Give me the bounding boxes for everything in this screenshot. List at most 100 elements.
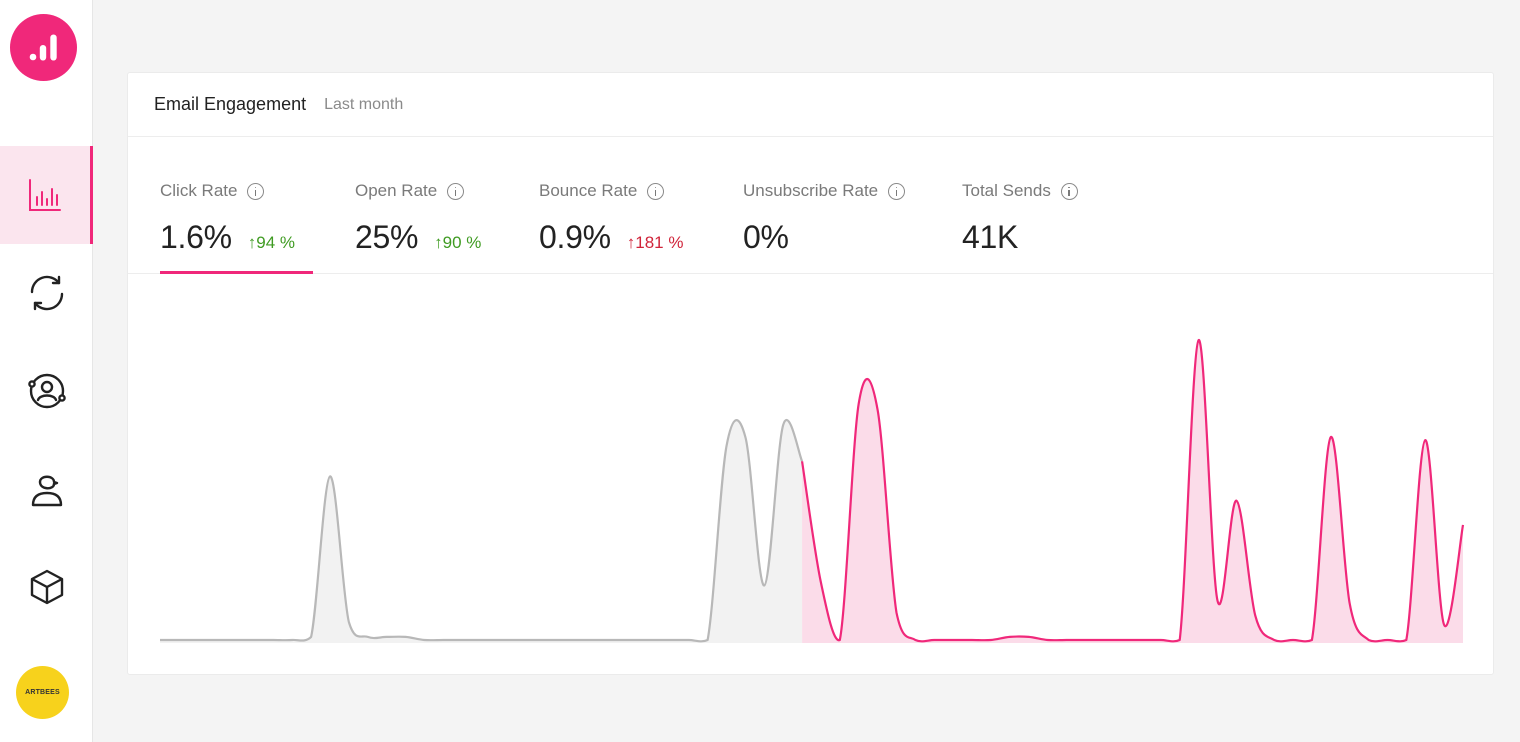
previous-series-point[interactable] xyxy=(685,636,693,644)
sidebar: ARTBEES xyxy=(0,0,93,742)
current-series-point[interactable] xyxy=(1044,636,1052,644)
sidebar-item-audience[interactable] xyxy=(0,342,93,440)
bar-chart-logo-icon xyxy=(29,34,57,61)
previous-series-point[interactable] xyxy=(553,636,561,644)
previous-series-point[interactable] xyxy=(232,636,240,644)
info-icon[interactable] xyxy=(447,182,465,200)
metric-click-rate[interactable]: Click Rate 1.6% ↑94 % xyxy=(160,181,320,274)
current-series-point[interactable] xyxy=(1327,433,1335,441)
current-series-point[interactable] xyxy=(968,636,976,644)
current-series-point[interactable] xyxy=(1232,497,1240,505)
current-series-point[interactable] xyxy=(893,609,901,617)
metric-change: ↑94 % xyxy=(247,233,295,252)
previous-series-point[interactable] xyxy=(439,636,447,644)
sidebar-item-analytics[interactable] xyxy=(0,146,93,244)
previous-series-point[interactable] xyxy=(458,636,466,644)
app-logo[interactable] xyxy=(10,14,77,81)
previous-series-point[interactable] xyxy=(383,633,391,641)
account-avatar[interactable]: ARTBEES xyxy=(16,666,69,719)
current-series-point[interactable] xyxy=(1459,521,1467,529)
current-series-point[interactable] xyxy=(1025,633,1033,641)
previous-series-point[interactable] xyxy=(364,633,372,641)
previous-series-point[interactable] xyxy=(420,636,428,644)
previous-series-point[interactable] xyxy=(250,636,258,644)
previous-series-point[interactable] xyxy=(326,472,334,480)
current-series-point[interactable] xyxy=(1421,436,1429,444)
previous-series-point[interactable] xyxy=(704,636,712,644)
info-icon[interactable] xyxy=(647,182,665,200)
info-icon[interactable] xyxy=(888,182,906,200)
current-series-point[interactable] xyxy=(1402,636,1410,644)
info-icon[interactable] xyxy=(1060,182,1078,200)
current-series-point[interactable] xyxy=(1308,636,1316,644)
current-series-point[interactable] xyxy=(874,406,882,414)
current-series-point[interactable] xyxy=(930,636,938,644)
previous-series-point[interactable] xyxy=(647,636,655,644)
metric-value: 25% xyxy=(355,219,419,255)
sidebar-item-sync[interactable] xyxy=(0,244,93,342)
previous-series-point[interactable] xyxy=(534,636,542,644)
info-icon[interactable] xyxy=(247,182,265,200)
previous-series-point[interactable] xyxy=(307,633,315,641)
metric-bounce-rate[interactable]: Bounce Rate 0.9% ↑181 % xyxy=(539,181,719,274)
current-series-point[interactable] xyxy=(1251,612,1259,620)
current-series-point[interactable] xyxy=(1195,336,1203,344)
current-series-point[interactable] xyxy=(1346,600,1354,608)
current-series-area xyxy=(802,339,1463,643)
current-series-point[interactable] xyxy=(1119,636,1127,644)
previous-series-point[interactable] xyxy=(345,618,353,626)
metric-total-sends[interactable]: Total Sends 41K xyxy=(962,181,1112,274)
previous-series-point[interactable] xyxy=(402,633,410,641)
previous-series-point[interactable] xyxy=(571,636,579,644)
previous-series-point[interactable] xyxy=(779,421,787,429)
previous-series-point[interactable] xyxy=(288,636,296,644)
previous-series-point[interactable] xyxy=(609,636,617,644)
previous-series-point[interactable] xyxy=(515,636,523,644)
previous-series-point[interactable] xyxy=(628,636,636,644)
previous-series-point[interactable] xyxy=(175,636,183,644)
current-series-point[interactable] xyxy=(1006,633,1014,641)
avatar-label: ARTBEES xyxy=(25,689,60,696)
current-series-point[interactable] xyxy=(1081,636,1089,644)
sidebar-item-products[interactable] xyxy=(0,538,93,636)
audience-icon xyxy=(27,373,66,409)
engagement-chart xyxy=(128,275,1495,675)
metric-value: 41K xyxy=(962,219,1019,255)
current-series-point[interactable] xyxy=(1214,597,1222,605)
metric-open-rate[interactable]: Open Rate 25% ↑90 % xyxy=(355,181,515,274)
previous-series-point[interactable] xyxy=(156,636,164,644)
current-series-point[interactable] xyxy=(1138,636,1146,644)
sidebar-item-user[interactable] xyxy=(0,440,93,538)
sync-icon xyxy=(30,275,63,311)
current-series-point[interactable] xyxy=(987,636,995,644)
current-series-point[interactable] xyxy=(1289,636,1297,644)
current-series-point[interactable] xyxy=(1176,636,1184,644)
previous-series-point[interactable] xyxy=(496,636,504,644)
current-series-point[interactable] xyxy=(949,636,957,644)
current-series-point[interactable] xyxy=(1157,636,1165,644)
current-series-point[interactable] xyxy=(836,636,844,644)
current-series-point[interactable] xyxy=(855,400,863,408)
current-series-point[interactable] xyxy=(1270,636,1278,644)
previous-series-area xyxy=(160,419,803,643)
metric-label: Unsubscribe Rate xyxy=(743,181,879,200)
current-series-point[interactable] xyxy=(1365,636,1373,644)
previous-series-point[interactable] xyxy=(741,433,749,441)
current-series-point[interactable] xyxy=(911,636,919,644)
current-series-point[interactable] xyxy=(1440,621,1448,629)
previous-series-point[interactable] xyxy=(194,636,202,644)
current-series-point[interactable] xyxy=(1062,636,1070,644)
previous-series-point[interactable] xyxy=(760,582,768,590)
metric-unsubscribe-rate[interactable]: Unsubscribe Rate 0% xyxy=(743,181,933,274)
previous-series-point[interactable] xyxy=(269,636,277,644)
previous-series-point[interactable] xyxy=(590,636,598,644)
current-series-point[interactable] xyxy=(1384,636,1392,644)
previous-series-point[interactable] xyxy=(723,442,731,450)
current-series-point[interactable] xyxy=(817,578,825,586)
previous-series-point[interactable] xyxy=(666,636,674,644)
current-series-point[interactable] xyxy=(1100,636,1108,644)
previous-series-point[interactable] xyxy=(213,636,221,644)
current-series-point[interactable] xyxy=(798,457,806,465)
previous-series-point[interactable] xyxy=(477,636,485,644)
card-period[interactable]: Last month xyxy=(324,95,404,113)
